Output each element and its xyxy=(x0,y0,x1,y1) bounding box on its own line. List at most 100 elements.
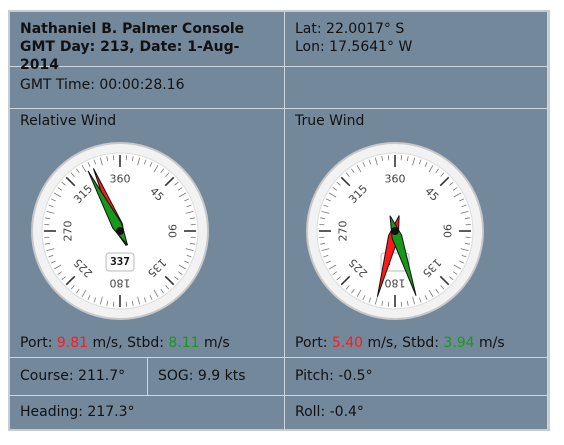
minor-tick xyxy=(70,172,75,177)
major-tick xyxy=(340,176,351,187)
minor-tick xyxy=(453,192,462,198)
major-tick xyxy=(439,176,450,187)
minor-tick xyxy=(177,187,183,191)
minor-tick xyxy=(428,289,434,298)
tick-label: 360 xyxy=(385,173,406,186)
major-tick xyxy=(164,275,175,286)
gmt-time-cell: GMT Time: 00:00:28.16 xyxy=(10,67,285,109)
tick-label: 360 xyxy=(110,173,131,186)
true-wind-speeds: Port: 5.40 m/s, Stbd: 3.94 m/s xyxy=(295,335,505,351)
minor-tick xyxy=(351,288,355,294)
minor-tick xyxy=(328,264,337,270)
minor-tick xyxy=(165,285,170,290)
minor-tick xyxy=(449,181,454,186)
minor-tick xyxy=(57,271,63,275)
minor-tick xyxy=(106,156,109,162)
readout-box: 337 xyxy=(105,252,135,272)
minor-tick xyxy=(143,297,147,303)
tick-label: 180 xyxy=(110,277,131,290)
empty-cell xyxy=(285,67,548,109)
minor-tick xyxy=(57,187,63,191)
relative-wind-title: Relative Wind xyxy=(20,113,117,129)
major-tick xyxy=(340,275,351,286)
stbd-speed: 3.94 xyxy=(443,335,475,351)
minor-tick xyxy=(48,254,54,258)
gmt-time: GMT Time: 00:00:28.16 xyxy=(20,77,185,93)
minor-tick xyxy=(325,260,331,264)
minor-tick xyxy=(435,168,439,174)
minor-tick xyxy=(460,210,469,214)
minor-tick xyxy=(149,161,153,167)
minor-tick xyxy=(160,168,164,174)
minor-tick xyxy=(328,192,337,198)
minor-tick xyxy=(406,300,409,306)
stbd-needle xyxy=(87,170,128,246)
minor-tick xyxy=(453,264,462,270)
minor-tick xyxy=(336,276,341,281)
minor-tick xyxy=(165,172,170,177)
minor-tick xyxy=(459,260,465,264)
pitch: Pitch: -0.5° xyxy=(295,368,373,384)
minor-tick xyxy=(186,254,192,258)
minor-tick xyxy=(53,192,62,198)
major-tick xyxy=(164,176,175,187)
minor-tick xyxy=(459,198,465,202)
stbd-needle xyxy=(389,215,417,296)
minor-tick xyxy=(440,172,445,177)
minor-tick xyxy=(381,156,384,162)
stbd-label: m/s, Stbd: xyxy=(363,335,444,351)
minor-tick xyxy=(87,295,91,301)
readout-value: 337 xyxy=(110,255,130,268)
date-line: GMT Day: 213, Date: 1-Aug-2014 xyxy=(20,39,240,73)
minor-tick xyxy=(189,217,195,220)
true-wind-cell: True Wind 36045901351802252703151 Port: … xyxy=(285,109,548,358)
minor-tick xyxy=(131,300,134,306)
minor-tick xyxy=(160,288,164,294)
minor-tick xyxy=(174,276,179,281)
minor-tick xyxy=(406,156,409,162)
minor-tick xyxy=(428,164,434,173)
tick-label: 90 xyxy=(441,224,454,238)
heading-cell: Heading: 217.3° xyxy=(10,396,285,429)
minor-tick xyxy=(178,264,187,270)
minor-tick xyxy=(320,242,326,245)
minor-tick xyxy=(87,161,91,167)
longitude: Lon: 17.5641° W xyxy=(295,39,413,55)
minor-tick xyxy=(53,264,62,270)
roll-cell: Roll: -0.4° xyxy=(285,396,548,429)
course-cell: Course: 211.7° xyxy=(10,358,148,396)
minor-tick xyxy=(93,159,97,165)
stbd-speed: 8.11 xyxy=(168,335,200,351)
minor-tick xyxy=(174,181,179,186)
minor-tick xyxy=(137,157,141,166)
minor-tick xyxy=(153,164,159,173)
port-label: Port: xyxy=(295,335,332,351)
roll: Roll: -0.4° xyxy=(295,404,364,420)
console-panel: Nathaniel B. Palmer Console GMT Day: 213… xyxy=(8,10,550,431)
major-tick xyxy=(65,275,76,286)
minor-tick xyxy=(106,300,109,306)
sog: SOG: 9.9 kts xyxy=(158,368,246,384)
minor-tick xyxy=(81,164,87,173)
minor-tick xyxy=(368,297,372,303)
minor-tick xyxy=(184,260,190,264)
tick-label: 270 xyxy=(337,221,350,242)
minor-tick xyxy=(374,157,378,166)
minor-tick xyxy=(185,210,194,214)
minor-tick xyxy=(178,192,187,198)
relative-wind-cell: Relative Wind 360 45 90 135 180 225 270 315 337 … xyxy=(10,109,285,358)
minor-tick xyxy=(418,297,422,303)
minor-tick xyxy=(184,198,190,202)
minor-tick xyxy=(345,285,350,290)
minor-tick xyxy=(461,204,467,208)
course: Course: 211.7° xyxy=(20,368,126,384)
minor-tick xyxy=(45,217,51,220)
minor-tick xyxy=(189,242,195,245)
tick-label: 180 xyxy=(385,277,406,290)
minor-tick xyxy=(323,204,329,208)
relative-wind-speeds: Port: 9.81 m/s, Stbd: 8.11 m/s xyxy=(20,335,230,351)
minor-tick xyxy=(336,181,341,186)
minor-tick xyxy=(449,276,454,281)
needle-hub xyxy=(391,227,399,235)
